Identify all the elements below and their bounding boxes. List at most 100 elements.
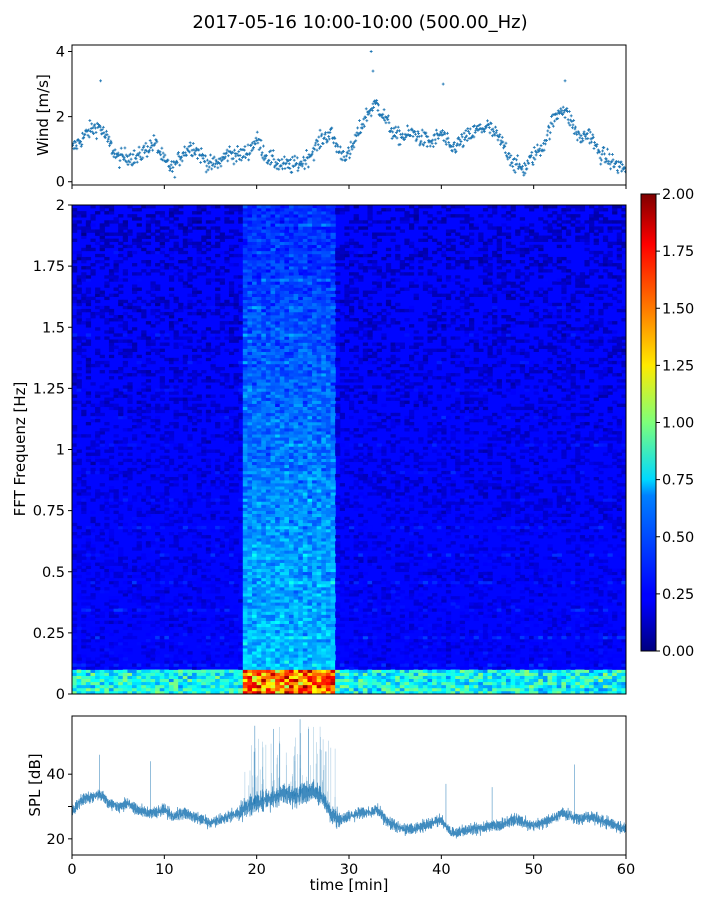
spectrogram-cell	[85, 675, 92, 680]
spectrogram-cell	[275, 541, 281, 545]
spectrogram-cell	[261, 461, 267, 466]
spectrogram-cell	[159, 473, 165, 478]
spectrogram-cell	[270, 287, 276, 291]
wind-point	[274, 160, 278, 164]
spectrogram-cell	[275, 528, 281, 533]
spectrogram-cell	[275, 614, 281, 618]
spectrogram-cell	[247, 220, 253, 224]
wind-point	[520, 167, 524, 171]
spectrogram-cell	[99, 311, 105, 316]
spectrogram-cell	[182, 532, 189, 536]
spectrogram-cell	[95, 253, 101, 258]
spectrogram-cell	[284, 464, 290, 469]
spectrogram-cell	[192, 528, 198, 533]
wind-point	[620, 163, 624, 166]
spectrogram-cell	[85, 360, 92, 365]
spectrogram-cell	[122, 321, 128, 325]
spectrogram-cell	[145, 455, 152, 459]
spectrogram-cell	[81, 492, 87, 496]
spectrogram-cell	[252, 660, 258, 664]
spectrogram-cell	[284, 455, 290, 459]
spectrogram-cell	[187, 305, 193, 310]
wind-point	[478, 123, 482, 126]
spectrogram-cell	[205, 296, 212, 301]
spectrogram-cell	[192, 302, 198, 307]
spectrogram-cell	[95, 434, 101, 438]
spectrogram-cell	[279, 278, 285, 282]
spectrogram-cell	[247, 305, 253, 310]
spectrogram-cell	[182, 281, 189, 285]
spectrogram-cell	[81, 580, 87, 585]
spectrogram-cell	[242, 406, 249, 411]
wind-point	[178, 157, 182, 161]
spectrogram-cell	[108, 467, 115, 472]
spectrogram-cell	[155, 464, 161, 469]
spectrogram-cell	[261, 452, 267, 456]
spectrogram-cell	[182, 580, 189, 585]
spectrogram-cell	[168, 504, 175, 508]
spectrogram-cell	[136, 532, 142, 536]
spectrogram-cell	[104, 528, 110, 533]
spectrogram-cell	[252, 412, 258, 417]
wind-point	[166, 158, 170, 162]
spectrogram-cell	[187, 605, 193, 609]
wind-point	[199, 161, 203, 164]
wind-point	[88, 119, 92, 122]
spectrogram-cell	[127, 574, 133, 579]
spectrogram-cell	[279, 507, 285, 511]
spectrogram-cell	[284, 449, 290, 453]
spectrogram-cell	[150, 568, 156, 573]
wind-point	[232, 162, 236, 166]
wind-point	[603, 152, 606, 156]
wind-point	[518, 162, 521, 166]
spectrogram-cell	[72, 406, 78, 411]
spectrogram-cell	[108, 577, 115, 582]
spectrogram-cell	[256, 281, 262, 285]
spectrogram-cell	[201, 336, 207, 340]
spectrogram-cell	[247, 547, 253, 551]
spectrogram-cell	[284, 480, 290, 484]
spectrogram-cell	[85, 562, 92, 566]
spectrogram-cell	[90, 363, 96, 368]
spectrogram-cell	[270, 559, 276, 563]
spectrogram-cell	[72, 544, 78, 548]
wind-point	[95, 137, 99, 141]
spectrogram-cell	[219, 415, 225, 420]
spectrogram-cell	[141, 684, 147, 689]
spectrogram-cell	[242, 379, 249, 383]
spectrogram-cell	[275, 464, 281, 469]
wind-point	[80, 143, 84, 147]
spectrogram-cell	[108, 498, 115, 502]
wind-point	[272, 157, 276, 161]
spectrogram-cell	[284, 687, 290, 692]
spectrogram-cell	[284, 440, 290, 444]
spectrogram-cell	[113, 663, 119, 667]
wind-point	[322, 136, 326, 140]
spectrogram-cell	[279, 275, 285, 279]
spectrogram-cell	[201, 651, 207, 655]
spectrogram-cell	[233, 293, 239, 297]
spectrogram-cell	[256, 614, 262, 618]
spectrogram-cell	[182, 669, 189, 673]
spectrogram-cell	[95, 360, 101, 365]
spectrogram-cell	[108, 370, 115, 374]
spectrogram-cell	[270, 657, 276, 661]
spectrogram-cell	[90, 415, 96, 420]
spectrogram-cell	[279, 211, 285, 215]
spectrogram-cell	[242, 528, 249, 533]
wind-point	[255, 139, 259, 142]
spectrogram-cell	[155, 690, 161, 694]
spectrogram-cell	[265, 681, 272, 686]
spectrogram-cell	[265, 409, 272, 414]
spectrogram-cell	[201, 440, 207, 444]
spectrogram-cell	[215, 269, 221, 273]
spectrogram-cell	[242, 418, 249, 423]
spectrogram-cell	[132, 373, 138, 377]
spectrogram-cell	[76, 360, 82, 365]
spectrogram-cell	[210, 559, 216, 563]
spectrogram-cell	[275, 473, 281, 478]
spectrogram-cell	[150, 397, 156, 401]
spectrogram-cell	[224, 421, 230, 426]
spectrogram-cell	[275, 418, 281, 423]
spectrogram-cell	[219, 232, 225, 236]
